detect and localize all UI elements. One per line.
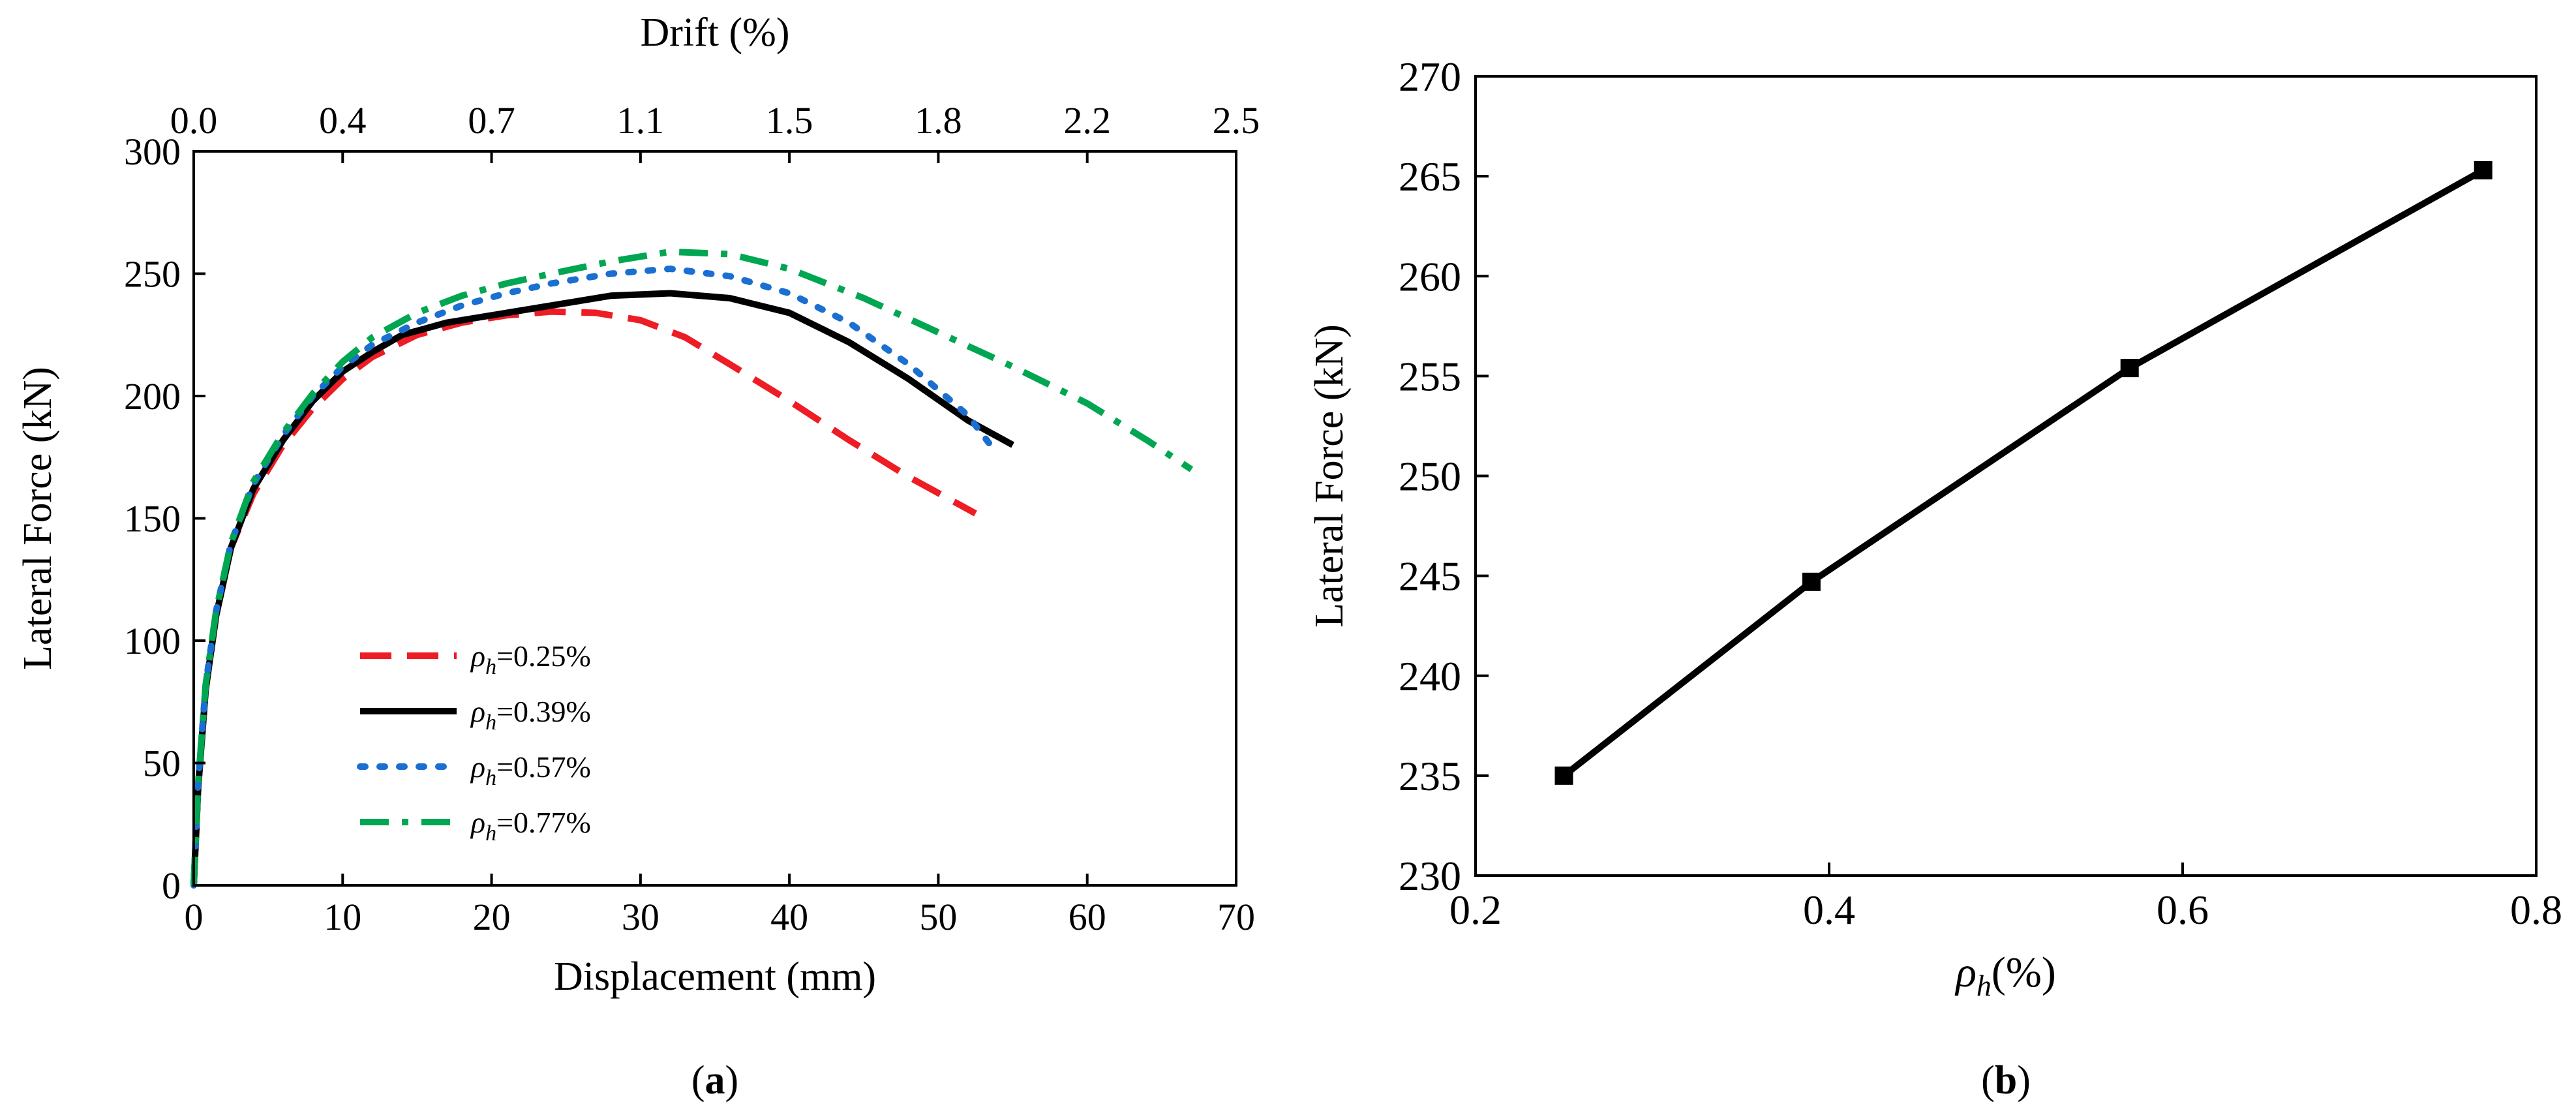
y-tick-label-b: 270 xyxy=(1399,53,1461,100)
x-tick-label-a: 50 xyxy=(919,896,957,938)
panel-label-b-letter: b xyxy=(1995,1058,2017,1103)
data-point-b-3 xyxy=(2120,359,2139,378)
x-tick-label-a: 30 xyxy=(622,896,659,938)
legend-value: =0.57% xyxy=(496,750,591,784)
legend-symbol: ρ xyxy=(470,695,485,728)
series-group-a xyxy=(190,248,1194,889)
y-axis-title-b: Lateral Force (kN) xyxy=(1307,324,1352,628)
legend-label-a-4: ρh=0.77% xyxy=(470,806,591,846)
data-point-b-2 xyxy=(1802,572,1821,591)
legend-subscript: h xyxy=(485,821,496,846)
top-tick-label-a: 1.1 xyxy=(617,99,665,142)
x-axis-title-b-sub: h xyxy=(1977,969,1992,1002)
legend-a: ρh=0.25%ρh=0.39%ρh=0.57%ρh=0.77% xyxy=(357,639,591,846)
series-line-a-3 xyxy=(190,266,994,889)
legend-symbol: ρ xyxy=(470,750,485,784)
x-tick-label-b: 0.8 xyxy=(2510,887,2562,933)
plot-frame-a xyxy=(192,150,1237,887)
panel-label-b: (b) xyxy=(1981,1058,2031,1103)
y-tick-label-a: 250 xyxy=(124,253,181,296)
series-line-b xyxy=(1562,167,2485,778)
chart-panel-b: 0.2 0.4 0.6 0.8230235240245250255260265270 … xyxy=(1307,53,2562,1103)
y-tick-label-b: 265 xyxy=(1399,153,1461,200)
x-axis-title-a: Displacement (mm) xyxy=(554,955,876,999)
legend-subscript: h xyxy=(485,710,496,735)
y-tick-label-a: 100 xyxy=(124,620,181,662)
legend-subscript: h xyxy=(485,655,496,679)
x-axis-title-b-symbol: ρ xyxy=(1954,949,1977,996)
x-tick-label-a: 60 xyxy=(1068,896,1106,938)
legend-value: =0.77% xyxy=(496,806,591,839)
legend-subscript: h xyxy=(485,766,496,790)
y-tick-label-b: 245 xyxy=(1399,553,1461,600)
y-tick-label-b: 240 xyxy=(1399,653,1461,699)
legend-label-a-1: ρh=0.25% xyxy=(470,639,591,679)
y-axis-title-a: Lateral Force (kN) xyxy=(16,367,60,670)
y-tick-label-a: 300 xyxy=(124,130,181,173)
x-tick-label-a: 0 xyxy=(185,896,204,938)
top-tick-label-a: 2.2 xyxy=(1063,99,1111,142)
x-tick-label-b: 0.4 xyxy=(1803,887,1855,933)
x-tick-label-b: 0.6 xyxy=(2157,887,2209,933)
data-point-b-1 xyxy=(1554,766,1573,785)
top-tick-label-a: 2.5 xyxy=(1213,99,1260,142)
top-axis-title-a: Drift (%) xyxy=(641,10,790,55)
legend-label-a-3: ρh=0.57% xyxy=(470,750,591,790)
y-tick-label-b: 235 xyxy=(1399,753,1461,799)
x-tick-label-b: 0.2 xyxy=(1449,887,1502,933)
ticks-b: 0.2 0.4 0.6 0.8 230 235 240 245 250 255 260 265 270 xyxy=(1399,53,2562,933)
y-tick-label-a: 50 xyxy=(143,742,181,785)
x-axis-title-b: ρh(%) xyxy=(1954,949,2056,1002)
series-group-b xyxy=(1554,160,2493,785)
y-tick-label-b: 255 xyxy=(1399,353,1461,399)
y-tick-label-a: 200 xyxy=(124,375,181,418)
x-axis-title-b-rest: (%) xyxy=(1992,949,2056,996)
series-line-a-4 xyxy=(190,248,1194,886)
panel-label-a: (a) xyxy=(691,1058,738,1103)
x-tick-label-a: 40 xyxy=(770,896,808,938)
top-tick-label-a: 0.4 xyxy=(319,99,367,142)
panel-label-a-letter: a xyxy=(705,1058,725,1103)
data-point-b-4 xyxy=(2474,160,2493,179)
x-tick-label-a: 10 xyxy=(324,896,361,938)
y-tick-label-a: 0 xyxy=(162,864,181,907)
legend-symbol: ρ xyxy=(470,806,485,839)
y-tick-label-b: 250 xyxy=(1399,453,1461,500)
legend-value: =0.39% xyxy=(496,695,591,728)
series-line-a-2 xyxy=(190,290,1015,886)
legend-value: =0.25% xyxy=(496,639,591,673)
legend-symbol: ρ xyxy=(470,639,485,673)
top-tick-label-a: 1.5 xyxy=(766,99,813,142)
y-tick-label-a: 150 xyxy=(124,498,181,540)
top-tick-label-a: 1.8 xyxy=(915,99,962,142)
x-tick-label-a: 70 xyxy=(1217,896,1255,938)
top-tick-label-a: 0.7 xyxy=(468,99,515,142)
legend-label-a-2: ρh=0.39% xyxy=(470,695,591,735)
x-tick-label-a: 20 xyxy=(473,896,511,938)
top-tick-label-a: 0.0 xyxy=(170,99,218,142)
plot-frame-b xyxy=(1474,75,2538,877)
y-tick-label-b: 260 xyxy=(1399,253,1461,299)
y-tick-label-b: 230 xyxy=(1399,853,1461,899)
